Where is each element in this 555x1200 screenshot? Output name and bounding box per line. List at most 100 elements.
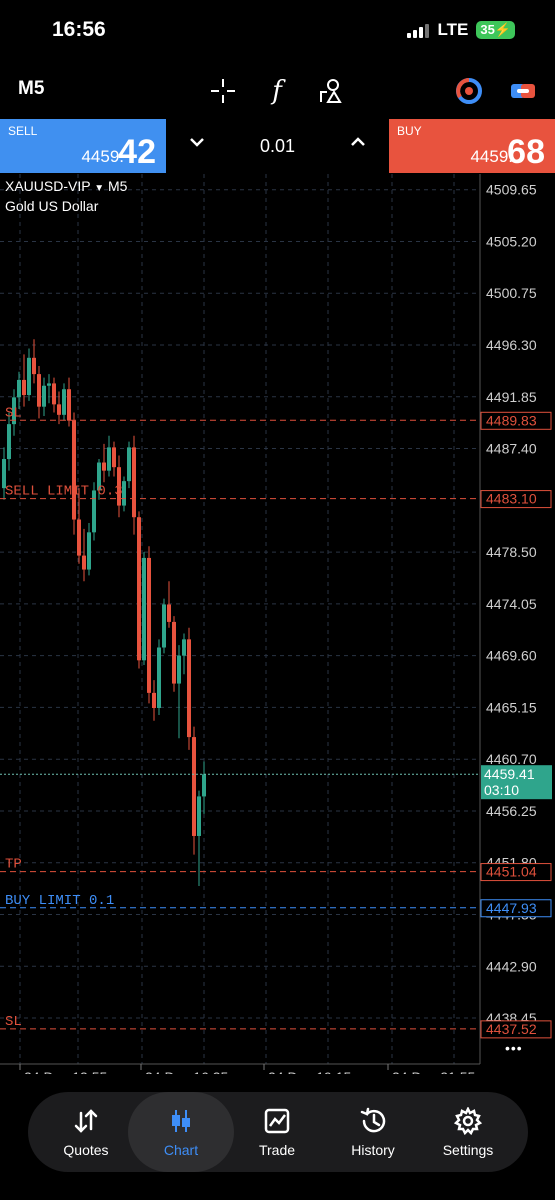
- candle-body: [72, 420, 76, 520]
- candle-body: [82, 555, 86, 570]
- candle-body: [177, 655, 181, 684]
- lot-increase-button[interactable]: [349, 133, 367, 156]
- candle-body: [77, 519, 81, 556]
- price-chart[interactable]: 4509.65 4505.20 4500.75 4496.30 4491.85 4487.…: [0, 174, 555, 1074]
- order-level-label: SELL LIMIT 0.3: [5, 484, 123, 500]
- candle-body: [17, 379, 21, 398]
- candle-body: [97, 462, 101, 491]
- time-tick-label: 24 Dec 13:55: [24, 1069, 107, 1074]
- symbol-timeframe: M5: [108, 178, 128, 194]
- order-level-label: TP: [5, 857, 22, 873]
- chevron-up-icon: [351, 137, 365, 146]
- nav-history[interactable]: History: [323, 1092, 423, 1172]
- candle-body: [172, 621, 176, 684]
- order-level-label: BUY LIMIT 0.1: [5, 893, 114, 909]
- candle-body: [42, 385, 46, 407]
- candle-body: [152, 692, 156, 708]
- crosshair-icon[interactable]: [206, 74, 240, 108]
- candle-body: [197, 796, 201, 836]
- price-tick-label: 4456.25: [486, 803, 537, 819]
- order-level-price: 4489.83: [486, 412, 537, 428]
- more-icon[interactable]: •••: [505, 1040, 523, 1056]
- sell-price-prefix: 4459.: [81, 147, 124, 166]
- candle-body: [32, 357, 36, 375]
- symbol-description: Gold US Dollar: [5, 198, 99, 214]
- candle-body: [7, 424, 11, 460]
- sell-price-pips: 42: [118, 133, 156, 171]
- candle-body: [87, 532, 91, 570]
- candle-body: [107, 447, 111, 471]
- order-level-price-box: [480, 863, 552, 882]
- price-tick-label: 4478.50: [486, 544, 537, 560]
- lot-value[interactable]: 0.01: [259, 136, 296, 156]
- order-level-price-box: [480, 899, 552, 918]
- candle-body: [67, 389, 71, 421]
- nav-quotes-label: Quotes: [63, 1142, 109, 1158]
- nav-chart[interactable]: Chart: [128, 1092, 234, 1172]
- bar-countdown: 03:10: [484, 782, 519, 798]
- candle-body: [47, 383, 51, 386]
- indicators-icon[interactable]: f: [272, 76, 282, 106]
- nav-settings[interactable]: Settings: [418, 1092, 518, 1172]
- order-level-price-box: [480, 1020, 552, 1039]
- candle-body: [27, 357, 31, 396]
- time-tick-label: 24 Dec 19:15: [268, 1069, 351, 1074]
- bottom-navigation: Quotes Chart Trade History Settings: [28, 1092, 528, 1172]
- candle-body: [147, 557, 151, 693]
- objects-icon[interactable]: [314, 74, 348, 108]
- candle-body: [162, 604, 166, 648]
- chart-candles-icon: [166, 1106, 196, 1136]
- price-tick-label: 4496.30: [486, 337, 537, 353]
- account-switch-icon[interactable]: [452, 74, 486, 108]
- price-tick-label: 4487.40: [486, 441, 537, 457]
- chevron-down-icon: [190, 138, 204, 147]
- candle-body: [127, 447, 131, 482]
- candle-body: [52, 383, 56, 405]
- nav-chart-label: Chart: [163, 1142, 199, 1158]
- nav-settings-label: Settings: [442, 1142, 494, 1158]
- candle-body: [167, 604, 171, 622]
- order-level-price: 4437.52: [486, 1021, 537, 1037]
- signal-icon: [407, 22, 430, 38]
- price-tick-label: 4491.85: [486, 389, 537, 405]
- settings-gear-icon: [453, 1106, 483, 1136]
- candle-body: [192, 737, 196, 836]
- buy-button[interactable]: BUY 4459. 68: [389, 119, 555, 173]
- candle-body: [182, 639, 186, 656]
- price-tick-label: 4509.65: [486, 182, 537, 198]
- order-level-label: SL: [5, 405, 22, 421]
- nav-history-label: History: [351, 1142, 395, 1158]
- lot-decrease-button[interactable]: [188, 133, 206, 156]
- one-click-trading-icon[interactable]: [506, 74, 540, 108]
- candle-body: [92, 490, 96, 533]
- quotes-icon: [71, 1106, 101, 1136]
- battery-icon: 35⚡: [476, 21, 515, 39]
- price-tick-label: 4460.70: [486, 751, 537, 767]
- price-tick-label: 4469.60: [486, 648, 537, 664]
- order-level-label: SL: [5, 1014, 22, 1030]
- candle-body: [37, 374, 41, 407]
- candle-body: [22, 379, 26, 396]
- candle-body: [187, 639, 191, 738]
- order-level-price: 4447.93: [486, 900, 537, 916]
- lot-control: 0.01: [166, 119, 389, 173]
- sell-button[interactable]: SELL 4459. 42: [0, 119, 166, 173]
- nav-trade-label: Trade: [258, 1142, 296, 1158]
- candle-body: [202, 774, 206, 797]
- sell-label: SELL: [8, 124, 38, 138]
- price-tick-label: 4474.05: [486, 596, 537, 612]
- order-level-price: 4451.04: [486, 864, 537, 880]
- order-level-price: 4483.10: [486, 491, 537, 507]
- order-level-price-box: [480, 411, 552, 430]
- nav-trade[interactable]: Trade: [227, 1092, 327, 1172]
- timeframe-button[interactable]: M5: [18, 78, 45, 99]
- chart-symbol[interactable]: XAUUSD-VIP ▼ M5: [5, 178, 127, 194]
- nav-quotes[interactable]: Quotes: [36, 1092, 136, 1172]
- candle-body: [57, 404, 61, 415]
- candle-body: [102, 462, 106, 471]
- candle-body: [117, 467, 121, 506]
- price-tick-label: 4442.90: [486, 958, 537, 974]
- buy-label: BUY: [397, 124, 422, 138]
- candle-body: [12, 397, 16, 425]
- time-tick-label: 24 Dec 21:55: [392, 1069, 475, 1074]
